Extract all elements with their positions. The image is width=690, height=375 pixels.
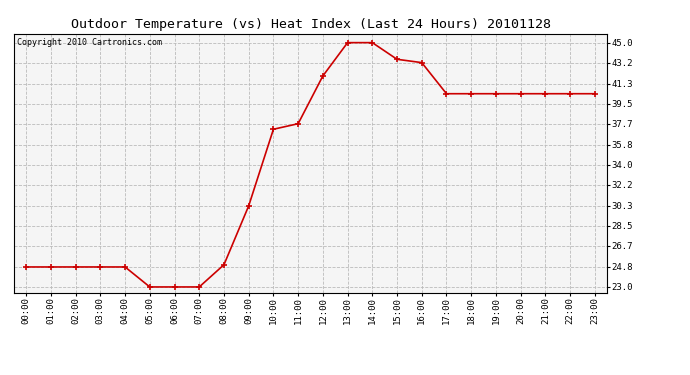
Title: Outdoor Temperature (vs) Heat Index (Last 24 Hours) 20101128: Outdoor Temperature (vs) Heat Index (Las… <box>70 18 551 31</box>
Text: Copyright 2010 Cartronics.com: Copyright 2010 Cartronics.com <box>17 38 161 46</box>
